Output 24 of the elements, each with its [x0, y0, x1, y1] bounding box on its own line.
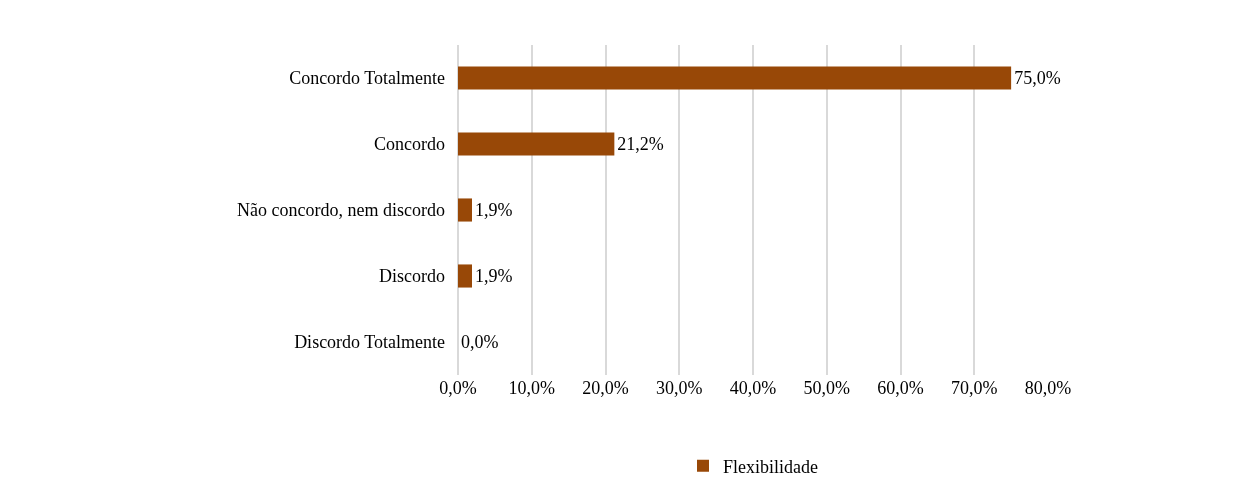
bar — [458, 264, 473, 288]
y-tick-label: Concordo — [374, 134, 445, 155]
x-tick-label: 30,0% — [656, 378, 703, 398]
x-tick-label: 70,0% — [951, 378, 998, 398]
data-label: 0,0% — [461, 332, 499, 352]
y-tick-label: Discordo Totalmente — [294, 332, 446, 353]
x-tick-label: 10,0% — [508, 378, 555, 398]
x-tick-label: 0,0% — [439, 378, 477, 398]
y-tick-label: Discordo — [379, 266, 445, 287]
x-tick-label: 60,0% — [877, 378, 924, 398]
x-tick-label: 20,0% — [582, 378, 629, 398]
x-tick-label: 50,0% — [803, 378, 850, 398]
y-tick-label: Não concordo, nem discordo — [237, 200, 445, 221]
data-label: 21,2% — [617, 134, 664, 154]
data-label: 1,9% — [475, 266, 513, 286]
data-label: 1,9% — [475, 200, 513, 220]
data-label: 75,0% — [1014, 68, 1061, 88]
bar — [458, 66, 1012, 90]
legend-label: Flexibilidade — [723, 456, 818, 477]
bar — [458, 132, 615, 156]
bar — [458, 198, 473, 222]
x-tick-label: 80,0% — [1024, 378, 1072, 398]
y-tick-label: Concordo Totalmente — [289, 68, 446, 89]
x-tick-label: 40,0% — [729, 378, 777, 398]
